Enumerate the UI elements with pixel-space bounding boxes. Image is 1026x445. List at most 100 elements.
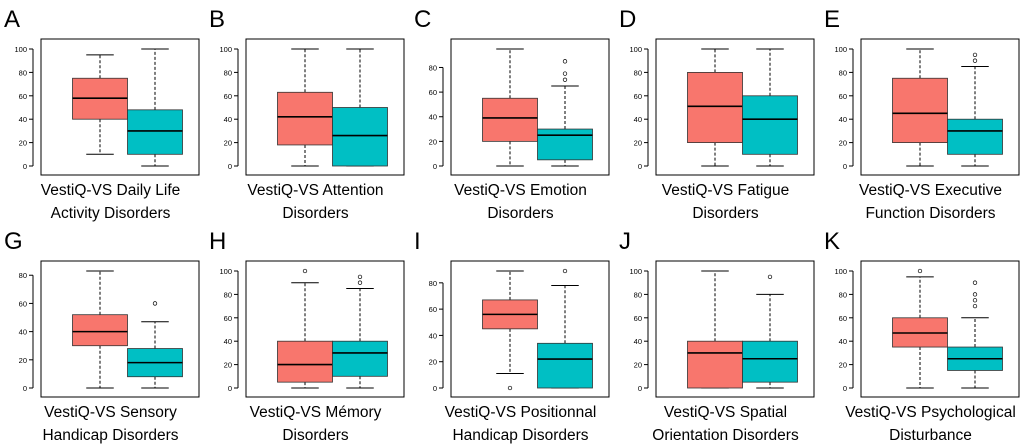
box-group-1 — [72, 270, 128, 389]
outlier-point — [357, 274, 363, 279]
outlier-point — [972, 298, 978, 303]
y-tick-label: 0 — [23, 384, 27, 393]
panel-d: D 0 20 40 60 80 100 VestiQ-VS Fatigue Disorders — [619, 6, 815, 222]
outlier-point — [972, 292, 978, 297]
plot-frame — [245, 260, 405, 398]
panel-title-line: Disorders — [487, 205, 554, 222]
y-tick-label: 20 — [839, 139, 847, 148]
panel-letter: C — [414, 6, 431, 33]
box-group-2 — [947, 52, 1003, 167]
panel-title-line: VestiQ-VS Positionnal — [445, 404, 597, 421]
box-group-1 — [277, 48, 333, 167]
box-group-2 — [742, 48, 798, 167]
y-tick-label: 20 — [634, 139, 642, 148]
y-tick-label: 40 — [634, 115, 642, 124]
y-tick-label: 20 — [839, 361, 847, 370]
plot-frame — [40, 38, 200, 176]
y-tick-label: 80 — [839, 290, 847, 299]
y-tick-label: 80 — [224, 290, 232, 299]
panel-title-line: VestiQ-VS Emotion — [454, 182, 587, 199]
y-tick-label: 100 — [834, 45, 847, 54]
y-tick-label: 20 — [19, 139, 27, 148]
iqr-box — [687, 72, 743, 143]
y-tick-label: 80 — [19, 271, 27, 280]
iqr-box — [742, 95, 798, 155]
y-tick-label: 0 — [433, 384, 437, 393]
iqr-box — [482, 97, 538, 142]
y-tick-label: 20 — [224, 139, 232, 148]
outlier-point — [152, 301, 158, 306]
box-group-2 — [127, 48, 183, 167]
y-tick-label: 40 — [429, 331, 437, 340]
y-tick-label: 0 — [433, 162, 437, 171]
panel-letter: E — [824, 6, 840, 33]
panel-title-line: Disorders — [282, 427, 349, 444]
y-tick-label: 20 — [429, 137, 437, 146]
panel-title-line: VestiQ-VS Daily Life — [41, 182, 181, 199]
box-group-1 — [892, 48, 948, 167]
panel-title-line: Disorders — [282, 205, 349, 222]
box-group-1 — [277, 268, 333, 389]
y-tick-label: 60 — [634, 92, 642, 101]
outlier-point — [972, 58, 978, 63]
box-group-1 — [72, 54, 128, 155]
outlier-point — [357, 280, 363, 285]
y-tick-label: 80 — [634, 68, 642, 77]
iqr-box — [277, 91, 333, 146]
y-tick-label: 80 — [429, 279, 437, 288]
outlier-point — [972, 303, 978, 309]
plot-frame — [860, 260, 1020, 398]
box-group-2 — [742, 274, 798, 389]
y-tick-label: 0 — [638, 384, 642, 393]
outlier-point — [767, 274, 773, 279]
panel-title-line: VestiQ-VS Mémory — [250, 404, 382, 421]
panel-g: G 0 20 40 60 80 VestiQ-VS Sensory Handicap Diso… — [4, 228, 200, 444]
panel-k: K 0 20 40 60 80 100 VestiQ-VS Psychological Dist… — [824, 228, 1020, 444]
panel-letter: J — [619, 228, 631, 255]
outlier-point — [562, 268, 568, 274]
y-tick-label: 100 — [629, 267, 642, 276]
y-tick-label: 40 — [429, 113, 437, 122]
outlier-point — [562, 77, 568, 82]
panel-title-line: VestiQ-VS Fatigue — [662, 182, 790, 199]
box-group-1 — [482, 48, 538, 167]
y-tick-label: 80 — [429, 63, 437, 72]
y-tick-label: 60 — [839, 92, 847, 101]
outlier-point — [972, 280, 978, 285]
box-group-1 — [482, 270, 538, 391]
panel-title-line: Disorders — [692, 205, 759, 222]
plot-frame — [40, 260, 200, 398]
panel-letter: K — [824, 228, 840, 255]
panel-title-line: VestiQ-VS Sensory — [44, 404, 177, 421]
box-group-2 — [127, 301, 183, 389]
iqr-box — [537, 128, 593, 161]
outlier-point — [562, 71, 568, 76]
iqr-box — [537, 342, 593, 389]
box-group-1 — [687, 270, 743, 389]
y-tick-label: 100 — [219, 45, 232, 54]
y-tick-label: 100 — [219, 267, 232, 276]
iqr-box — [127, 109, 183, 155]
y-tick-label: 0 — [843, 384, 847, 393]
y-tick-label: 60 — [839, 314, 847, 323]
y-tick-label: 40 — [19, 115, 27, 124]
y-tick-label: 60 — [634, 314, 642, 323]
y-tick-label: 80 — [634, 290, 642, 299]
y-tick-label: 40 — [19, 328, 27, 337]
panel-letter: D — [619, 6, 636, 33]
panel-title-line: VestiQ-VS Executive — [859, 182, 1002, 199]
y-tick-label: 0 — [228, 384, 232, 393]
iqr-box — [277, 340, 333, 383]
y-tick-label: 80 — [224, 68, 232, 77]
y-tick-label: 40 — [634, 337, 642, 346]
y-tick-label: 20 — [429, 358, 437, 367]
panel-title-line: Orientation Disorders — [652, 427, 799, 444]
iqr-box — [947, 118, 1003, 155]
y-tick-label: 40 — [839, 115, 847, 124]
plot-frame — [655, 38, 815, 176]
panel-title-line: Handicap Disorders — [42, 427, 178, 444]
y-tick-label: 60 — [429, 305, 437, 314]
y-tick-label: 60 — [19, 299, 27, 308]
y-tick-label: 60 — [429, 88, 437, 97]
